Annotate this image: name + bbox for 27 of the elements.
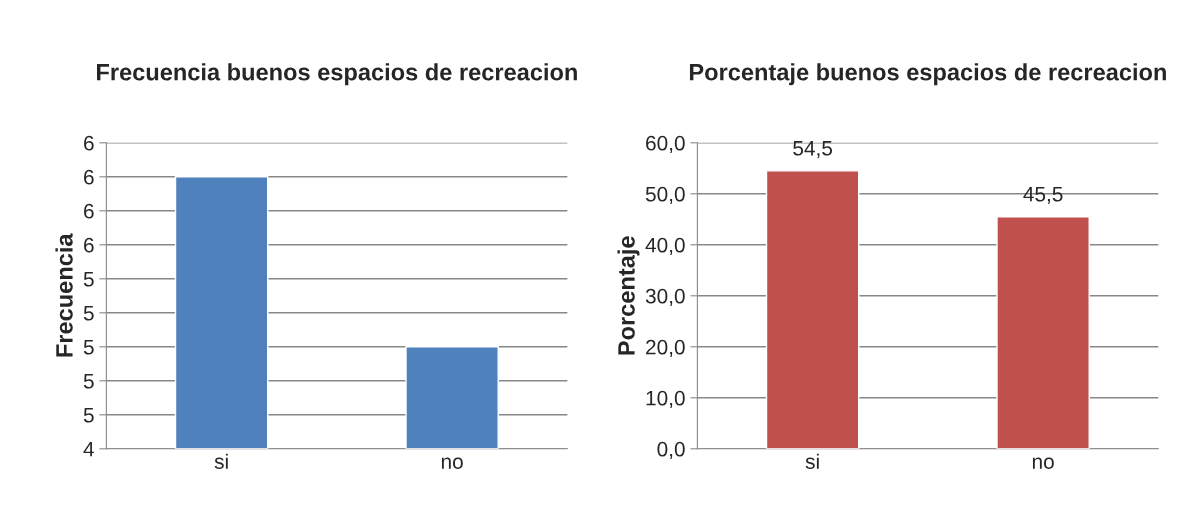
y-axis-title: Porcentaje — [617, 236, 640, 355]
chart-title: Porcentaje buenos espacios de recreacion — [689, 63, 1166, 86]
y-tick-label: 5 — [83, 408, 94, 423]
x-tick-label: si — [214, 453, 228, 469]
y-tick-label: 30,0 — [645, 288, 685, 307]
chart-title: Frecuencia buenos espacios de recreacion — [97, 63, 577, 86]
y-tick-label: 5 — [83, 272, 94, 287]
y-tick-label: 40,0 — [645, 237, 685, 256]
y-tick-label: 10,0 — [646, 390, 685, 409]
y-axis-title: Frecuencia — [55, 233, 73, 357]
y-tick-label: 20,0 — [646, 339, 685, 358]
y-tick-label: 5 — [83, 306, 94, 321]
y-tick-label: 5 — [83, 374, 94, 389]
y-tick-label: 60,0 — [646, 135, 685, 154]
y-tick-label: 6 — [84, 135, 94, 151]
data-label: 54,5 — [793, 141, 833, 159]
y-tick-label: 6 — [84, 237, 94, 253]
x-tick-label: no — [1032, 457, 1054, 469]
y-tick-label: 0,0 — [657, 441, 685, 460]
y-tick-label: 6 — [84, 203, 94, 219]
y-tick-label: 50,0 — [645, 186, 685, 205]
y-tick-label: 6 — [84, 169, 94, 185]
data-label: 45,5 — [1023, 186, 1063, 204]
y-tick-label: 4 — [83, 442, 94, 457]
x-tick-label: si — [805, 453, 819, 469]
y-tick-label: 5 — [83, 340, 94, 355]
x-tick-label: no — [441, 457, 463, 469]
